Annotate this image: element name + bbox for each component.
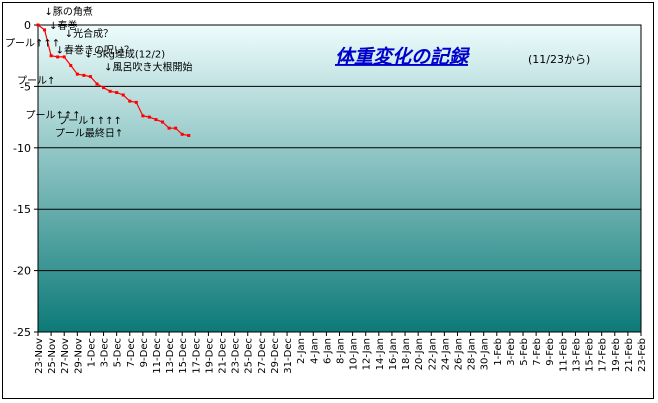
x-tick-label: 27-Nov (60, 338, 71, 374)
x-tick-label: 19-Feb (611, 338, 622, 372)
x-tick-label: 7-Feb (532, 338, 543, 366)
data-point (108, 89, 112, 93)
x-tick-label: 27-Dec (257, 338, 268, 374)
annotation-label: ↓春巻 (49, 20, 77, 32)
x-tick-label: 3-Dec (100, 338, 111, 367)
x-tick-label: 29-Dec (270, 338, 281, 374)
x-tick-label: 20-Jan (414, 338, 425, 370)
data-point (75, 72, 79, 76)
x-tick-label: 12-Jan (362, 338, 373, 370)
x-tick-label: 7-Dec (126, 338, 137, 367)
x-tick-label: 23-Feb (637, 338, 648, 372)
x-tick-label: 18-Jan (401, 338, 412, 370)
x-tick-label: 15-Feb (585, 338, 596, 372)
annotation-label: プール↑↑↑ (5, 38, 60, 50)
x-tick-label: 1-Dec (86, 338, 97, 367)
x-tick-label: 2-Jan (296, 338, 307, 364)
x-tick-label: 11-Feb (558, 338, 569, 372)
x-tick-label: 5-Feb (519, 338, 530, 366)
x-tick-label: 25-Dec (244, 338, 255, 374)
x-tick-label: 8-Jan (336, 338, 347, 364)
x-tick-label: 5-Dec (113, 338, 124, 367)
x-tick-label: 4-Jan (309, 338, 320, 364)
data-point (102, 86, 106, 90)
x-tick-label: 3-Feb (506, 338, 517, 366)
x-tick-label: 24-Jan (440, 338, 451, 370)
data-point (128, 99, 132, 103)
x-tick-label: 9-Dec (139, 338, 150, 367)
annotation-label: ↓豚の角煮 (45, 6, 93, 18)
data-point (161, 120, 165, 124)
x-tick-label: 22-Jan (427, 338, 438, 370)
annotation-label: プール最終日↑ (55, 127, 123, 140)
data-point (56, 55, 60, 59)
y-tick-label: -10 (13, 142, 31, 155)
x-tick-label: 9-Feb (545, 338, 556, 366)
data-point (154, 118, 158, 122)
weight-chart: 0 -5 -10 -15 -20 -25 23-Nov 25-Nov 27-Nov 29-Nov… (5, 6, 648, 374)
data-point (62, 55, 66, 59)
y-tick-label: -20 (13, 265, 31, 278)
x-tick-label: 28-Jan (467, 338, 478, 370)
data-point (49, 54, 53, 58)
y-tick-label: -15 (13, 203, 31, 216)
annotation-label: ↓風呂吹き大根開始 (104, 61, 192, 74)
data-point (88, 75, 92, 79)
data-point (180, 132, 184, 136)
data-point (141, 114, 145, 118)
annotation-label: プール↑↑↑↑ (58, 115, 122, 127)
data-point (147, 115, 151, 119)
x-tick-label: 29-Nov (73, 338, 84, 374)
chart-frame: 0 -5 -10 -15 -20 -25 23-Nov 25-Nov 27-Nov 29-Nov… (2, 2, 654, 399)
x-tick-label: 21-Feb (624, 338, 635, 372)
data-point (43, 28, 47, 32)
x-tick-label: 30-Jan (480, 338, 491, 370)
x-tick-label: 13-Dec (165, 338, 176, 374)
x-tick-label: 21-Dec (218, 338, 229, 374)
x-tick-label: 17-Dec (191, 338, 202, 374)
x-tick-label: 1-Feb (493, 338, 504, 366)
annotation-label: ↓-5kg達成(12/2) (84, 49, 165, 61)
y-tick-label: -5 (20, 80, 31, 93)
annotation-label: プール↑↑↑ (26, 109, 81, 121)
chart-title: 体重変化の記録 (335, 46, 471, 68)
data-point (115, 91, 119, 95)
data-point (134, 100, 138, 104)
x-tick-label: 23-Dec (231, 338, 242, 374)
x-tick-label: 11-Dec (152, 338, 163, 374)
x-tick-label: 6-Jan (322, 338, 333, 364)
x-tick-label: 19-Dec (204, 338, 215, 374)
x-tick-label: 31-Dec (283, 338, 294, 374)
chart-subtitle: (11/23から) (528, 53, 590, 66)
data-point (82, 73, 86, 77)
x-tick-label: 15-Dec (178, 338, 189, 374)
x-tick-label: 17-Feb (598, 338, 609, 372)
x-tick-label: 26-Jan (453, 338, 464, 370)
x-tick-label: 16-Jan (388, 338, 399, 370)
data-point (174, 126, 178, 130)
data-point (187, 134, 191, 138)
x-tick-label: 10-Jan (349, 338, 360, 370)
plot-area (37, 24, 642, 333)
annotation-label: ↓光合成？ (65, 27, 113, 40)
data-point (167, 126, 171, 130)
x-tick-label: 13-Feb (571, 338, 582, 372)
x-tick-label: 14-Jan (375, 338, 386, 370)
y-tick-label: -25 (13, 326, 31, 339)
annotation-label: プール↑ (17, 75, 55, 87)
data-point (69, 64, 73, 68)
x-tick-label: 23-Nov (34, 338, 45, 374)
x-tick-label: 25-Nov (47, 338, 58, 374)
data-point (121, 93, 125, 97)
data-point (36, 23, 40, 27)
y-tick-label: 0 (24, 19, 31, 32)
annotation-label: ↓春巻きの呪い？ (56, 45, 134, 57)
data-point (95, 82, 99, 86)
